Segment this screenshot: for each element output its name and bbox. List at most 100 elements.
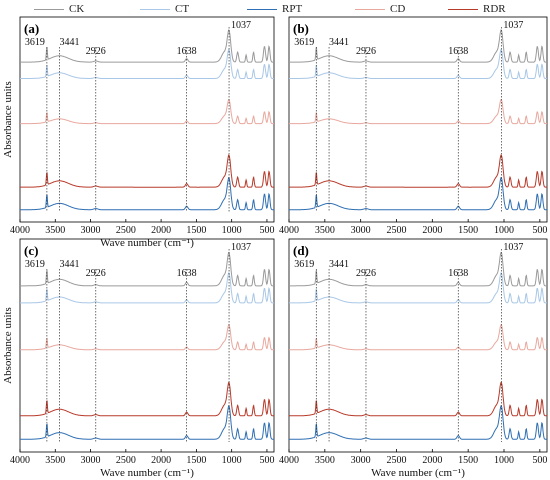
- x-tick-label: 3000: [351, 225, 371, 236]
- annotation-label-3619: 3619: [294, 259, 314, 270]
- legend-item-cd: CD: [355, 2, 405, 16]
- x-tick-label: 3000: [81, 455, 101, 466]
- annotation-label-1037: 1037: [503, 242, 523, 253]
- x-tick-label: 1500: [186, 225, 206, 236]
- annotation-label-3441: 3441: [59, 259, 79, 270]
- panel-label: (b): [293, 21, 309, 36]
- x-tick-label: 3500: [315, 225, 335, 236]
- x-axis-label: Wave number (cm⁻¹): [100, 467, 194, 479]
- x-tick-label: 3500: [315, 455, 335, 466]
- x-tick-label: 3500: [45, 455, 65, 466]
- series-line-cd: [289, 99, 547, 125]
- y-axis-label: Absorbance units: [2, 81, 14, 158]
- legend-label-ck: CK: [69, 3, 85, 15]
- plot-frame: [19, 16, 275, 223]
- annotation-label-3441: 3441: [329, 37, 349, 48]
- chart-panel-a: 3619 3441 2926 1638 1037 4000 3500 3000 2500 2000…: [2, 16, 275, 249]
- legend-swatch-rdr: [448, 8, 478, 10]
- panel-label: (c): [24, 243, 38, 258]
- x-axis-label: Wave number (cm⁻¹): [371, 467, 465, 479]
- series-line-ck: [289, 29, 547, 63]
- annotation-label-1037: 1037: [231, 20, 251, 31]
- chart-panel-d: 3619 3441 2926 1638 1037 4000 3500 3000 2500 2000…: [279, 238, 548, 479]
- series-line-cd: [20, 324, 274, 351]
- legend-swatch-ct: [140, 8, 170, 10]
- series-line-rdr: [289, 381, 547, 417]
- x-tick-label: 500: [259, 225, 274, 236]
- legend-item-ct: CT: [140, 2, 189, 16]
- annotation-label-2926: 2926: [356, 268, 376, 279]
- annotation-label-1638: 1638: [448, 268, 468, 279]
- annotation-label-2926: 2926: [356, 46, 376, 57]
- series-line-cd: [20, 99, 274, 125]
- series-line-rpt: [20, 176, 274, 211]
- legend-label-cd: CD: [390, 3, 406, 15]
- y-axis-label: Absorbance units: [2, 307, 14, 384]
- annotation-label-3619: 3619: [294, 37, 314, 48]
- legend-item-ck: CK: [34, 2, 84, 16]
- series-line-ck: [289, 251, 547, 287]
- annotation-label-2926: 2926: [86, 46, 106, 57]
- series-line-rdr: [289, 154, 547, 188]
- series-line-ct: [20, 48, 274, 79]
- x-tick-label: 4000: [279, 455, 299, 466]
- annotation-label-3619: 3619: [25, 259, 45, 270]
- series-line-cd: [289, 324, 547, 351]
- annotation-label-1638: 1638: [448, 46, 468, 57]
- series-line-rdr: [20, 154, 274, 188]
- x-tick-label: 1500: [458, 225, 478, 236]
- annotation-label-2926: 2926: [86, 268, 106, 279]
- legend-item-rdr: RDR: [448, 2, 506, 16]
- x-tick-label: 500: [259, 455, 274, 466]
- legend-label-rpt: RPT: [282, 3, 303, 15]
- x-tick-label: 1000: [494, 225, 514, 236]
- series-line-ct: [289, 272, 547, 304]
- x-tick-label: 2500: [116, 455, 136, 466]
- annotation-label-1638: 1638: [177, 46, 197, 57]
- x-tick-label: 3000: [351, 455, 371, 466]
- series-line-rdr: [20, 381, 274, 417]
- plot-frame: [19, 238, 275, 453]
- legend-swatch-ck: [34, 8, 64, 10]
- annotation-label-1037: 1037: [503, 20, 523, 31]
- x-tick-label: 500: [532, 225, 547, 236]
- x-tick-label: 2500: [387, 225, 407, 236]
- legend-label-rdr: RDR: [483, 3, 506, 15]
- x-tick-label: 2500: [387, 455, 407, 466]
- annotation-label-1638: 1638: [177, 268, 197, 279]
- series-line-rpt: [289, 176, 547, 211]
- x-tick-label: 1000: [222, 455, 242, 466]
- x-axis-label: Wave number (cm⁻¹): [100, 237, 194, 249]
- series-line-ck: [20, 251, 274, 287]
- series-line-ct: [289, 48, 547, 79]
- legend-swatch-rpt: [247, 8, 277, 10]
- annotation-label-1037: 1037: [231, 242, 251, 253]
- x-tick-label: 1000: [222, 225, 242, 236]
- series-line-ck: [20, 29, 274, 63]
- series-line-rpt: [20, 405, 274, 440]
- chart-panel-c: 3619 3441 2926 1638 1037 4000 3500 3000 2500 2000…: [2, 238, 275, 479]
- x-tick-label: 2000: [151, 225, 171, 236]
- plot-frame: [288, 238, 548, 453]
- x-tick-label: 2000: [151, 455, 171, 466]
- series-line-rpt: [289, 405, 547, 440]
- chart-panel-b: 3619 3441 2926 1638 1037 4000 3500 3000 2500 2000…: [279, 16, 548, 236]
- annotation-label-3441: 3441: [329, 259, 349, 270]
- x-tick-label: 4000: [279, 225, 299, 236]
- panel-label: (d): [293, 243, 309, 258]
- x-tick-label: 1500: [458, 455, 478, 466]
- legend-item-rpt: RPT: [247, 2, 302, 16]
- x-tick-label: 3000: [81, 225, 101, 236]
- x-tick-label: 3500: [45, 225, 65, 236]
- x-tick-label: 1500: [186, 455, 206, 466]
- annotation-label-3441: 3441: [59, 37, 79, 48]
- x-tick-label: 2000: [422, 455, 442, 466]
- panel-label: (a): [24, 21, 39, 36]
- x-tick-label: 4000: [10, 455, 30, 466]
- x-tick-label: 2000: [422, 225, 442, 236]
- x-tick-label: 4000: [10, 225, 30, 236]
- annotation-label-3619: 3619: [25, 37, 45, 48]
- x-tick-label: 2500: [116, 225, 136, 236]
- series-line-ct: [20, 272, 274, 304]
